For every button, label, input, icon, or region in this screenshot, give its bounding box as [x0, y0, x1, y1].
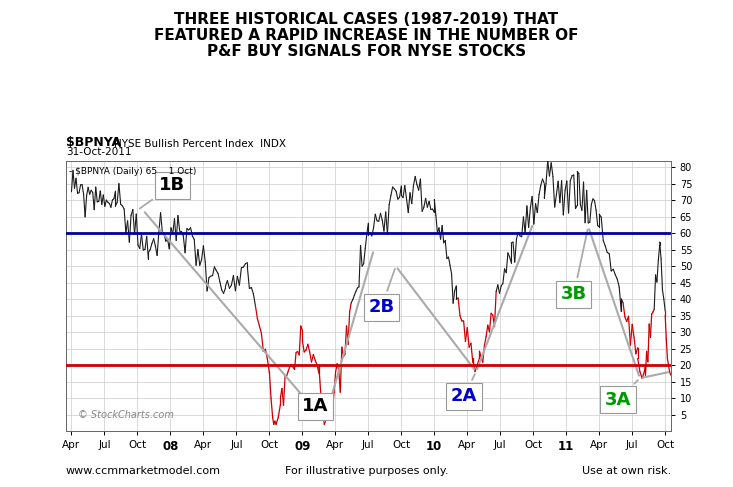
Text: FEATURED A RAPID INCREASE IN THE NUMBER OF: FEATURED A RAPID INCREASE IN THE NUMBER …	[154, 28, 579, 43]
Text: 2A: 2A	[451, 374, 477, 405]
Text: 1A: 1A	[302, 397, 328, 421]
Text: Use at own risk.: Use at own risk.	[581, 466, 671, 476]
Text: 1B: 1B	[140, 176, 185, 208]
Text: 2B: 2B	[368, 269, 395, 317]
Text: P&F BUY SIGNALS FOR NYSE STOCKS: P&F BUY SIGNALS FOR NYSE STOCKS	[207, 44, 526, 59]
Text: www.ccmmarketmodel.com: www.ccmmarketmodel.com	[66, 466, 221, 476]
Text: $BPNYA: $BPNYA	[66, 135, 121, 149]
Text: - $BPNYA (Daily) 65    1 Oct): - $BPNYA (Daily) 65 1 Oct)	[69, 168, 196, 176]
Text: THREE HISTORICAL CASES (1987-2019) THAT: THREE HISTORICAL CASES (1987-2019) THAT	[174, 12, 559, 27]
Text: 3B: 3B	[561, 229, 588, 303]
Text: 31-Oct-2011: 31-Oct-2011	[66, 147, 131, 157]
Text: © StockCharts.com: © StockCharts.com	[78, 410, 174, 420]
Text: NYSE Bullish Percent Index  INDX: NYSE Bullish Percent Index INDX	[114, 138, 286, 149]
Text: 3A: 3A	[605, 380, 638, 409]
Text: For illustrative purposes only.: For illustrative purposes only.	[284, 466, 449, 476]
